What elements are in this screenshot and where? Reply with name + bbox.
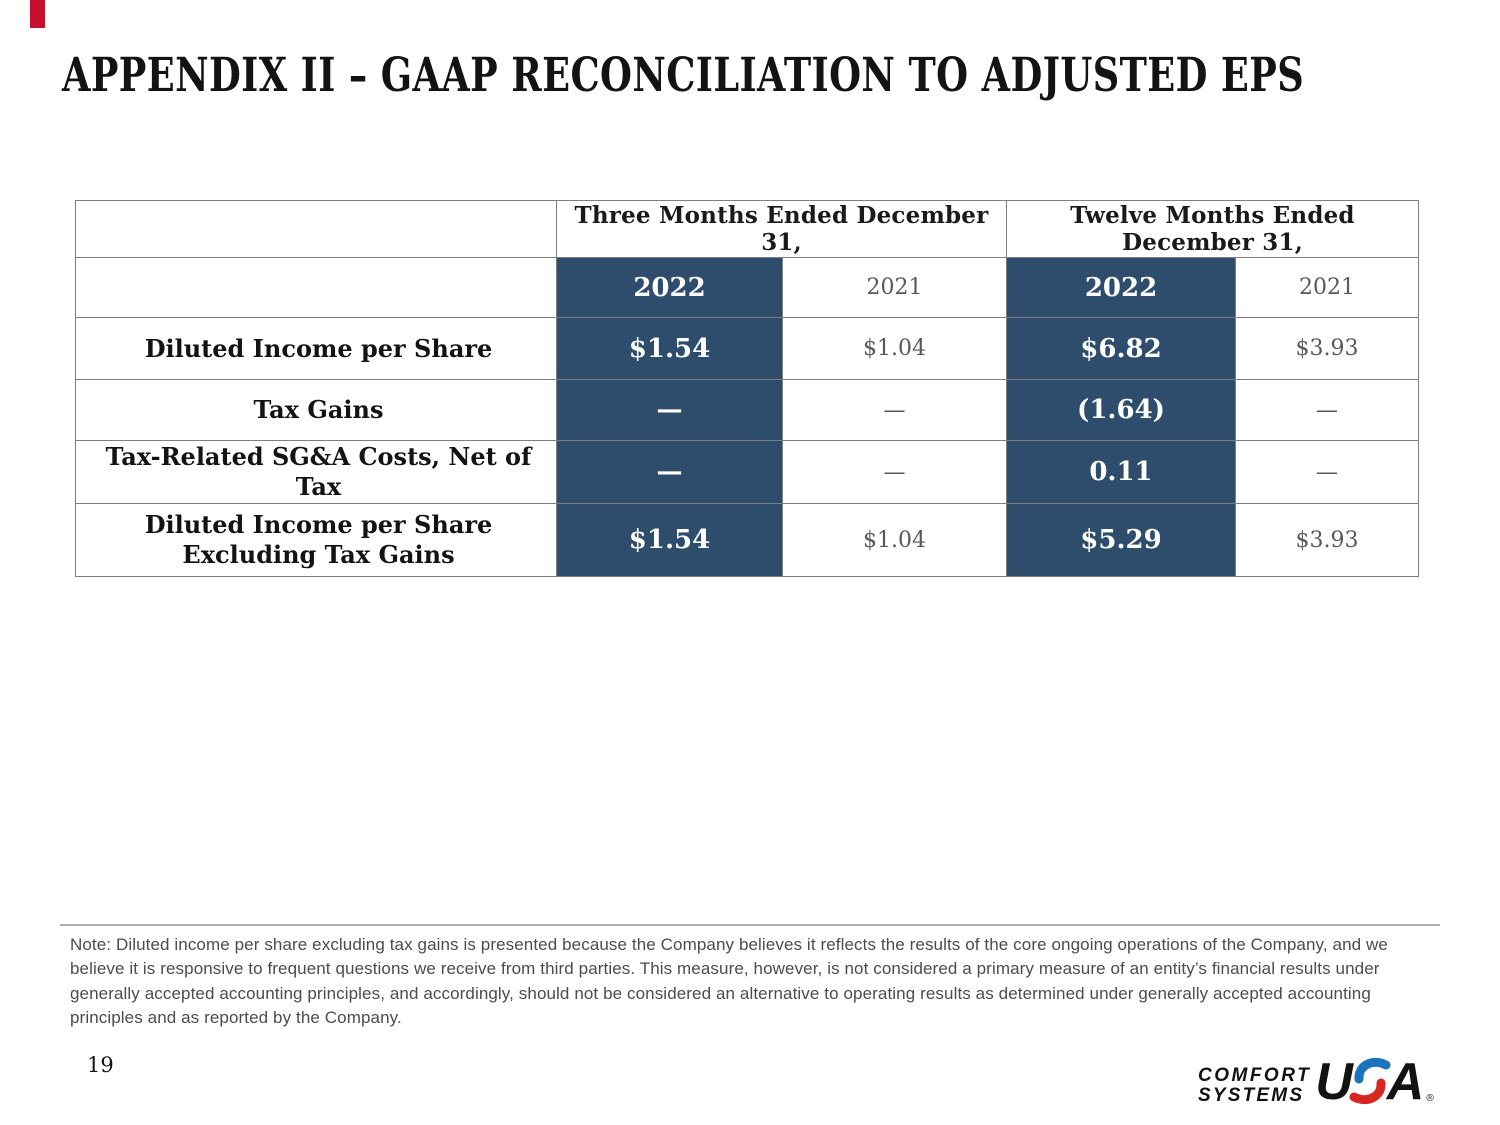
table-row-diluted-income: Diluted Income per Share $1.54 $1.04 $6.…: [75, 317, 1420, 380]
logo-word-comfort: COMFORT: [1198, 1064, 1312, 1086]
empty-cell: [75, 257, 557, 318]
page-title: APPENDIX II – GAAP RECONCILIATION TO ADJ…: [62, 48, 1305, 103]
red-accent-bar: [30, 0, 45, 28]
empty-corner-cell: [75, 200, 557, 258]
row-label: Tax-Related SG&A Costs, Net of Tax: [75, 440, 557, 504]
row-label: Diluted Income per Share Excluding Tax G…: [75, 503, 557, 577]
year-header-12mo-2021: 2021: [1234, 257, 1420, 318]
table-row-tax-related-sga: Tax-Related SG&A Costs, Net of Tax — — 0…: [75, 440, 1420, 504]
table-row-tax-gains: Tax Gains — — (1.64) —: [75, 379, 1420, 441]
registered-trademark-icon: ®: [1426, 1093, 1434, 1104]
cell-value: $3.93: [1234, 503, 1420, 577]
footnote-divider: [60, 924, 1440, 926]
logo-letter-a: A: [1386, 1053, 1425, 1111]
col-group-three-months: Three Months Ended December 31,: [556, 200, 1007, 258]
gaap-reconciliation-table: Three Months Ended December 31, Twelve M…: [75, 200, 1420, 577]
row-label: Diluted Income per Share: [75, 317, 557, 380]
year-header-3mo-2021: 2021: [782, 257, 1007, 318]
cell-value: $5.29: [1006, 503, 1236, 577]
cell-value: —: [1234, 440, 1420, 504]
cell-value: —: [1234, 379, 1420, 441]
logo-swoosh-s-icon: [1349, 1057, 1391, 1105]
page-number: 19: [87, 1053, 114, 1077]
cell-value: 0.11: [1006, 440, 1236, 504]
year-header-12mo-2022: 2022: [1006, 257, 1236, 318]
cell-value: $1.54: [556, 317, 783, 380]
comfort-systems-usa-logo: COMFORT SYSTEMS U A ®: [1198, 1054, 1460, 1110]
cell-value: $6.82: [1006, 317, 1236, 380]
cell-value: —: [556, 440, 783, 504]
cell-value: $1.04: [782, 503, 1007, 577]
year-header-3mo-2022: 2022: [556, 257, 783, 318]
gaap-reconciliation-table-wrap: Three Months Ended December 31, Twelve M…: [75, 200, 1420, 577]
cell-value: (1.64): [1006, 379, 1236, 441]
logo-usa: U A ®: [1315, 1056, 1434, 1108]
cell-value: $3.93: [1234, 317, 1420, 380]
cell-value: —: [556, 379, 783, 441]
col-group-twelve-months: Twelve Months Ended December 31,: [1005, 200, 1420, 258]
table-row-period-headers: Three Months Ended December 31, Twelve M…: [75, 200, 1420, 258]
cell-value: $1.04: [782, 317, 1007, 380]
footnote-text: Note: Diluted income per share excluding…: [70, 935, 1388, 1027]
cell-value: —: [782, 379, 1007, 441]
row-label: Tax Gains: [75, 379, 557, 441]
logo-letter-u: U: [1315, 1053, 1353, 1111]
logo-word-systems: SYSTEMS: [1198, 1084, 1305, 1106]
cell-value: —: [782, 440, 1007, 504]
table-row-diluted-income-excl-tax-gains: Diluted Income per Share Excluding Tax G…: [75, 503, 1420, 577]
logo-wordmark: COMFORT SYSTEMS: [1198, 1066, 1311, 1105]
table-row-year-headers: 2022 2021 2022 2021: [75, 257, 1420, 318]
cell-value: $1.54: [556, 503, 783, 577]
